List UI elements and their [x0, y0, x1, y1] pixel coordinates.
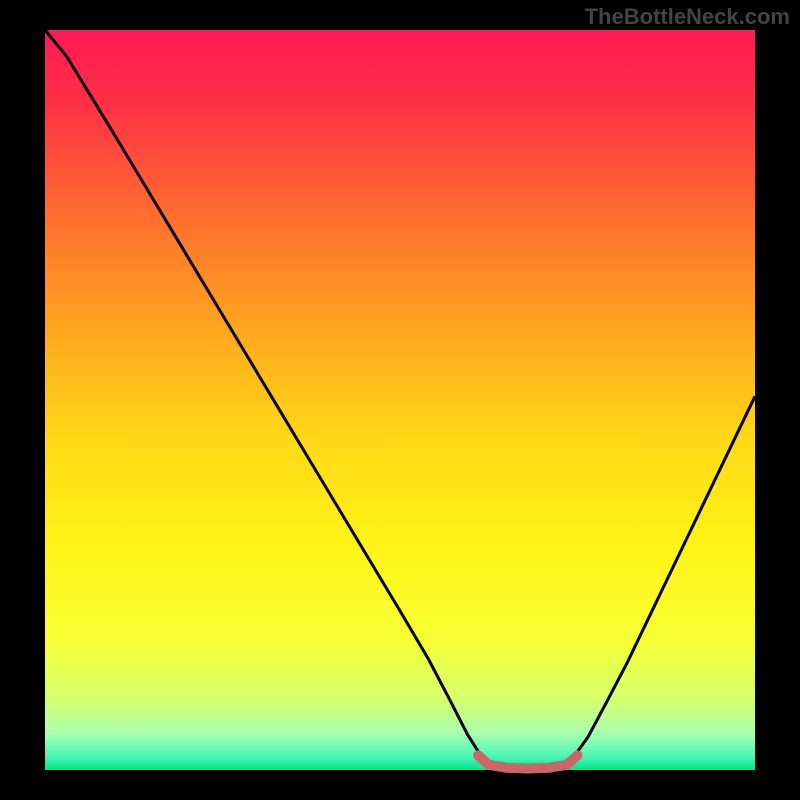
- plot-background: [45, 30, 755, 770]
- watermark-text: TheBottleNeck.com: [585, 4, 790, 30]
- chart-container: { "watermark": { "text": "TheBottleNeck.…: [0, 0, 800, 800]
- bottleneck-chart: [0, 0, 800, 800]
